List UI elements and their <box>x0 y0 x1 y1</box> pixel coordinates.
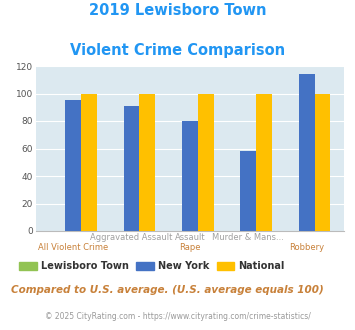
Text: Aggravated Assault: Aggravated Assault <box>91 233 173 242</box>
Bar <box>81 93 97 231</box>
Text: Assault: Assault <box>175 233 205 242</box>
Bar <box>65 100 81 231</box>
Text: Rape: Rape <box>179 243 201 251</box>
Bar <box>140 93 155 231</box>
Text: All Violent Crime: All Violent Crime <box>38 243 108 251</box>
Text: Murder & Mans...: Murder & Mans... <box>212 233 284 242</box>
Text: © 2025 CityRating.com - https://www.cityrating.com/crime-statistics/: © 2025 CityRating.com - https://www.city… <box>45 312 310 321</box>
Bar <box>315 93 330 231</box>
Text: Violent Crime Comparison: Violent Crime Comparison <box>70 43 285 58</box>
Text: 2019 Lewisboro Town: 2019 Lewisboro Town <box>89 3 266 18</box>
Bar <box>198 93 214 231</box>
Bar <box>256 93 272 231</box>
Bar <box>299 74 315 231</box>
Bar <box>124 106 140 231</box>
Text: Compared to U.S. average. (U.S. average equals 100): Compared to U.S. average. (U.S. average … <box>11 285 323 295</box>
Legend: Lewisboro Town, New York, National: Lewisboro Town, New York, National <box>16 257 289 275</box>
Bar <box>240 151 256 231</box>
Bar <box>182 121 198 231</box>
Text: Robbery: Robbery <box>289 243 324 251</box>
